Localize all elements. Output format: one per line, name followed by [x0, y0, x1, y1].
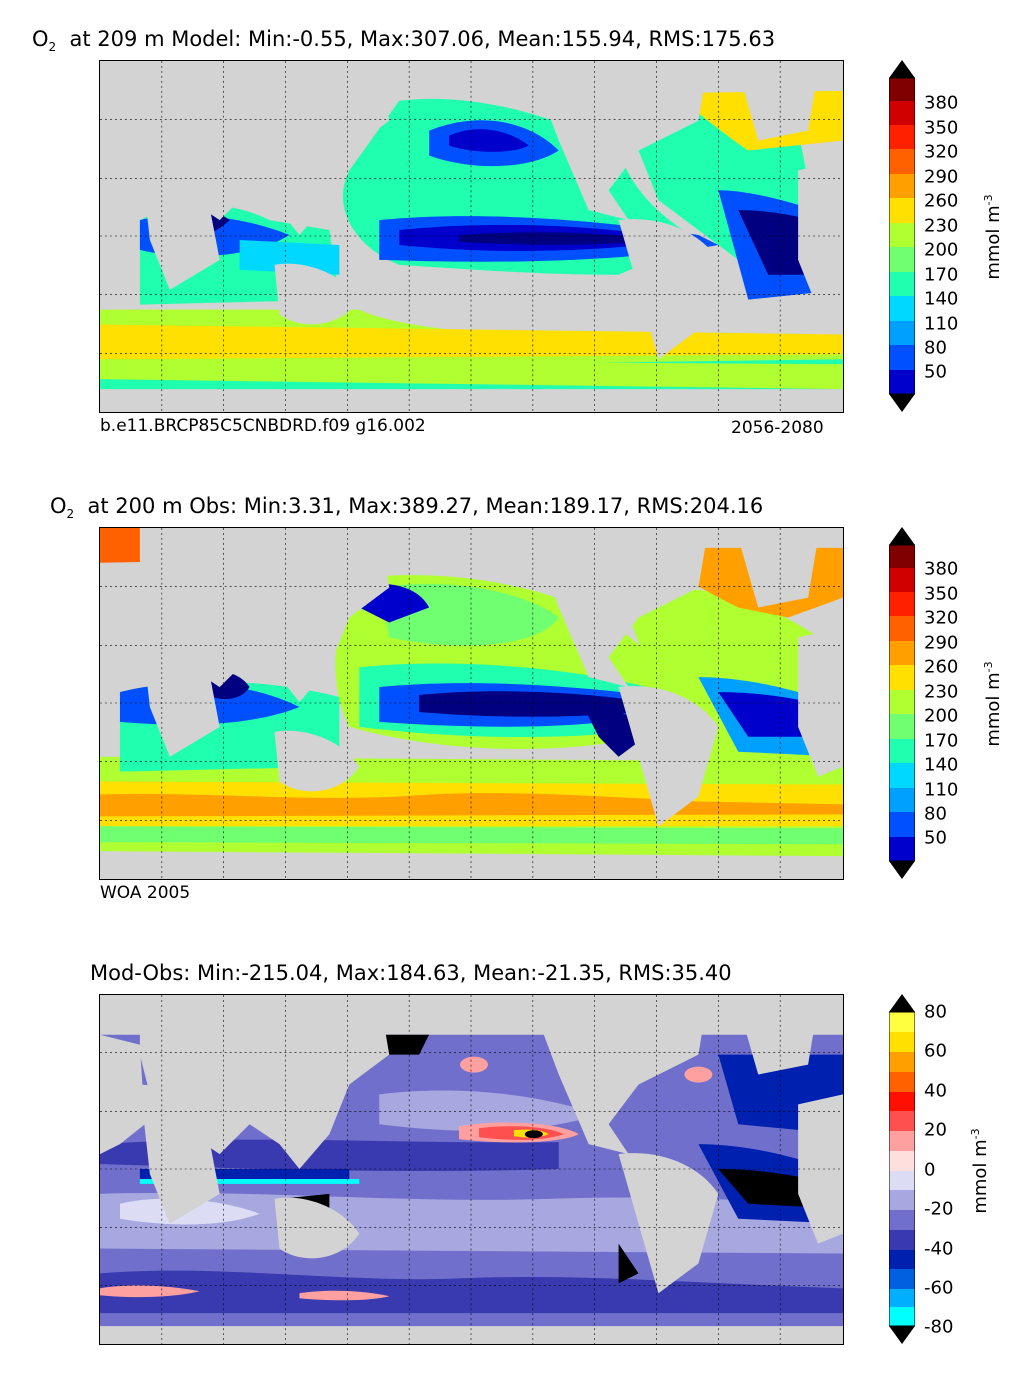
- panel-3-tick: -80: [924, 1316, 954, 1338]
- panel-1-tick: 380: [924, 92, 959, 114]
- panel-2-unit-label: mmol m-3: [982, 661, 1004, 747]
- panel-3-tick: -40: [924, 1238, 954, 1260]
- panel-3-title: Mod-Obs: Min:-215.04, Max:184.63, Mean:-…: [90, 961, 732, 985]
- difference-map: [100, 995, 843, 1344]
- panel-1-title: O2 at 209 m Model: Min:-0.55, Max:307.06…: [32, 27, 776, 55]
- panel-3-tick: 60: [924, 1040, 947, 1062]
- panel-1-tick: 200: [924, 239, 959, 261]
- panel-3-tick: 40: [924, 1080, 947, 1102]
- panel-3-colorbar: [889, 994, 915, 1344]
- panel-1-tick: 80: [924, 337, 947, 359]
- panel-2-source-label: WOA 2005: [100, 883, 191, 903]
- panel-3-tick: -20: [924, 1198, 954, 1220]
- panel-3-unit-label: mmol m-3: [969, 1128, 991, 1214]
- panel-2-tick: 320: [924, 607, 959, 629]
- panel-1-tick: 110: [924, 313, 959, 335]
- panel-1-tick: 170: [924, 264, 959, 286]
- panel-1-tick: 320: [924, 141, 959, 163]
- panel-2-tick: 170: [924, 730, 959, 752]
- panel-3-tick: 0: [924, 1159, 936, 1181]
- panel-1-map: [99, 60, 844, 413]
- panel-1-tick: 350: [924, 117, 959, 139]
- panel-2-tick: 290: [924, 632, 959, 654]
- observed-o2-map: [100, 528, 843, 879]
- model-o2-map: [100, 61, 843, 412]
- panel-2-tick: 350: [924, 583, 959, 605]
- panel-1-tick: 260: [924, 190, 959, 212]
- panel-2-title: O2 at 200 m Obs: Min:3.31, Max:389.27, M…: [50, 494, 764, 522]
- panel-1-unit-label: mmol m-3: [982, 194, 1004, 280]
- panel-3-map: [99, 994, 844, 1345]
- panel-3-tick: -60: [924, 1277, 954, 1299]
- panel-2-tick: 200: [924, 705, 959, 727]
- panel-1-tick: 290: [924, 166, 959, 188]
- panel-2-colorbar: [889, 527, 915, 879]
- panel-2-map: [99, 527, 844, 880]
- panel-1-years-label: 2056-2080: [731, 418, 824, 438]
- panel-1-case-label: b.e11.BRCP85C5CNBDRD.f09 g16.002: [100, 416, 426, 436]
- panel-2-tick: 110: [924, 779, 959, 801]
- panel-1-tick: 50: [924, 361, 947, 383]
- panel-1-tick: 230: [924, 215, 959, 237]
- panel-3-tick: 80: [924, 1001, 947, 1023]
- panel-1-tick: 140: [924, 288, 959, 310]
- panel-2-tick: 380: [924, 558, 959, 580]
- panel-2-tick: 260: [924, 656, 959, 678]
- panel-1-colorbar: [889, 60, 915, 412]
- panel-2-tick: 230: [924, 681, 959, 703]
- panel-2-tick: 50: [924, 827, 947, 849]
- panel-2-tick: 140: [924, 754, 959, 776]
- panel-2-tick: 80: [924, 803, 947, 825]
- panel-3-tick: 20: [924, 1119, 947, 1141]
